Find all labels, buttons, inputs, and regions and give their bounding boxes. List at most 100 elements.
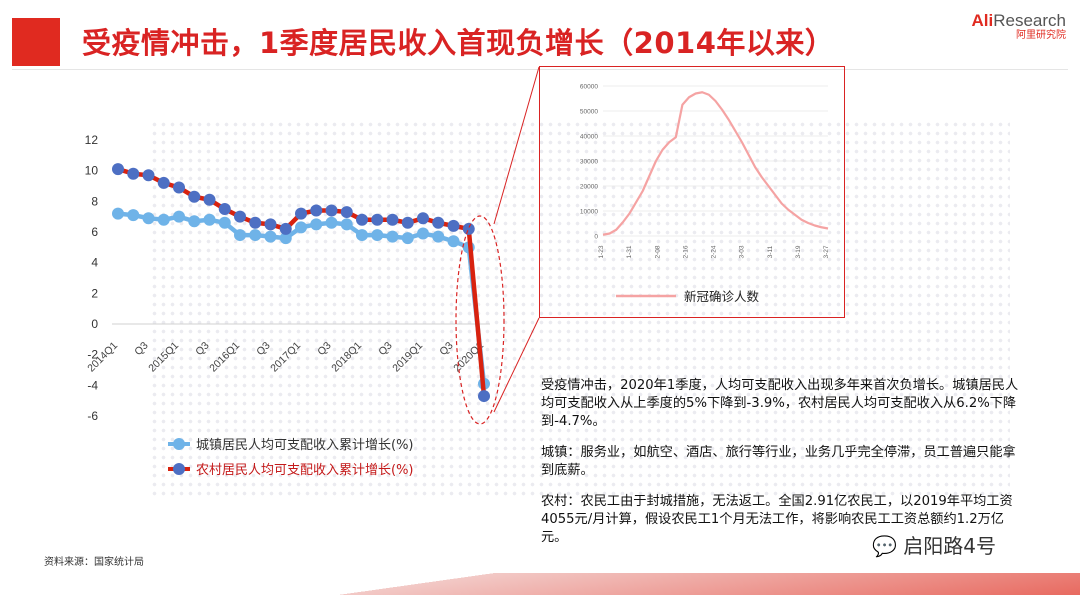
rural-point: [478, 390, 490, 403]
inset-y-tick-label: 40000: [580, 134, 598, 141]
urban-point: [295, 221, 307, 234]
rural-point: [401, 216, 414, 229]
inset-x-tick-label: 3-03: [739, 245, 746, 258]
inset-x-tick-label: 3-27: [823, 245, 830, 258]
inset-x-tick-label: 3-11: [767, 245, 774, 258]
inset-x-tick-label: 2-24: [711, 245, 718, 258]
x-tick-label: 2016Q1: [207, 340, 242, 375]
title-divider: [12, 69, 1068, 70]
rural-point: [432, 216, 445, 229]
inset-y-tick-label: 10000: [580, 209, 598, 216]
x-tick-label: Q3: [132, 340, 151, 359]
bottom-decoration: [0, 573, 1080, 595]
rural-point: [447, 219, 460, 232]
x-tick-label: Q3: [193, 340, 212, 359]
x-tick-label: 2017Q1: [268, 340, 303, 375]
connector-line-bottom: [493, 317, 540, 413]
inset-x-tick-label: 2-08: [654, 245, 661, 258]
rural-point: [386, 213, 399, 226]
urban-point: [279, 232, 292, 245]
inset-y-tick-label: 0: [594, 234, 598, 241]
inset-y-tick-label: 60000: [580, 84, 598, 91]
inset-y-tick-label: 30000: [580, 159, 598, 166]
urban-point: [310, 218, 323, 231]
analysis-paragraph-2: 城镇：服务业，如航空、酒店、旅行等行业，业务几乎完全停滞，员工普遍只能拿到底薪。: [541, 445, 1016, 478]
rural-point: [218, 203, 231, 215]
urban-point: [447, 235, 460, 248]
inset-legend-label: 新冠确诊人数: [684, 289, 760, 304]
y-tick-label: -2: [87, 348, 98, 362]
x-tick-label: 2019Q1: [390, 340, 425, 375]
world-map-background: [150, 120, 1010, 500]
rural-point: [356, 213, 368, 226]
rural-point: [173, 181, 185, 194]
y-tick-label: 0: [91, 317, 98, 331]
x-tick-label: 2018Q1: [329, 340, 364, 375]
watermark-text: 启阳路4号: [903, 534, 996, 558]
rural-point: [249, 216, 262, 229]
y-tick-label: 2: [91, 286, 98, 300]
urban-point: [401, 232, 414, 245]
rural-point: [295, 207, 307, 220]
inset-x-tick-label: 3-19: [795, 245, 802, 258]
inset-x-tick-label: 1-31: [626, 245, 633, 258]
urban-series-line: [117, 211, 487, 385]
rural-point: [157, 176, 170, 189]
wechat-icon: 💬: [872, 534, 897, 558]
wechat-watermark: 💬 启阳路4号: [872, 530, 996, 559]
y-tick-label: 12: [85, 133, 99, 147]
covid-chart-frame: [539, 66, 845, 318]
y-tick-label: 4: [91, 256, 98, 270]
drop-highlight-ellipse: [455, 215, 505, 425]
rural-point: [371, 213, 384, 226]
rural-point: [203, 193, 216, 206]
inset-x-tick-label: 1-23: [598, 245, 605, 258]
rural-point: [188, 190, 201, 203]
x-tick-label: Q3: [437, 340, 456, 359]
inset-x-tick-label: 2-16: [682, 245, 689, 258]
analysis-paragraph-3: 农村：农民工由于封城措施，无法返工。全国2.91亿农民工，以2019年平均工资4…: [541, 494, 1013, 545]
legend-rural-label: 农村居民人均可支配收入累计增长(%): [196, 463, 414, 478]
urban-point: [417, 227, 429, 240]
analysis-text: 受疫情冲击，2020年1季度，人均可支配收入出现多年来首次负增长。城镇居民人均可…: [541, 377, 1021, 560]
connector-line-top: [493, 66, 540, 225]
urban-point: [356, 229, 368, 242]
rural-point: [279, 222, 292, 235]
rural-point: [264, 218, 277, 231]
logo-subtitle: 阿里研究院: [1016, 30, 1066, 41]
logo-ali-text: Ali: [971, 11, 994, 30]
rural-series-line: [117, 166, 487, 397]
urban-point: [112, 207, 124, 220]
y-tick-label: 8: [91, 194, 98, 208]
urban-point: [325, 216, 338, 229]
urban-point: [157, 213, 170, 226]
rural-point: [112, 163, 124, 176]
y-tick-label: 10: [85, 164, 99, 178]
urban-point: [249, 229, 262, 242]
y-tick-label: -4: [87, 378, 98, 392]
urban-point: [386, 230, 399, 243]
urban-point: [432, 230, 445, 243]
urban-point: [264, 230, 277, 243]
urban-point: [203, 213, 216, 226]
logo-research-text: Research: [993, 11, 1066, 30]
urban-point: [188, 215, 201, 228]
aliresearch-logo: AliResearch 阿里研究院: [972, 12, 1067, 41]
rural-point: [325, 204, 338, 217]
title-accent-block: [12, 18, 60, 66]
rural-point: [462, 222, 475, 235]
x-tick-label: Q3: [254, 340, 273, 359]
urban-point: [127, 209, 140, 222]
rural-point: [340, 206, 353, 219]
legend-urban-label: 城镇居民人均可支配收入累计增长(%): [196, 438, 414, 453]
urban-point: [234, 229, 246, 242]
urban-point: [173, 210, 185, 223]
urban-point: [371, 229, 384, 242]
x-tick-label: Q3: [315, 340, 334, 359]
rural-point: [142, 169, 155, 182]
covid-series-line: [602, 91, 829, 236]
legend-urban-marker: [173, 438, 185, 450]
inset-y-tick-label: 20000: [580, 184, 598, 191]
rural-point: [234, 210, 246, 223]
